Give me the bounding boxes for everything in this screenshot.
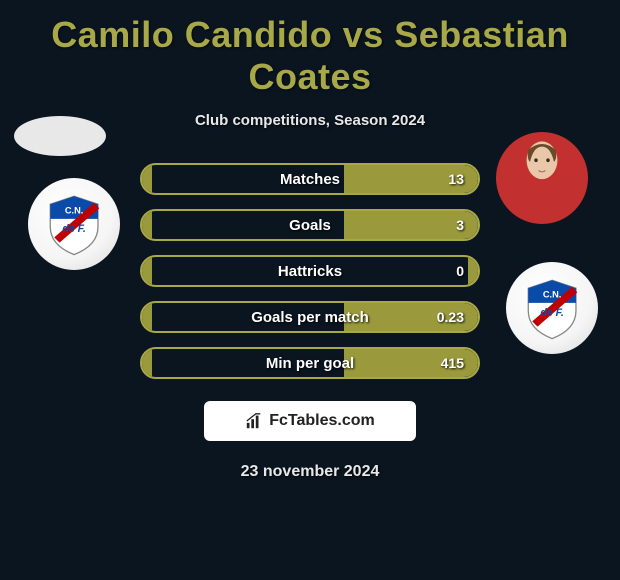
- stat-bar: Min per goal415: [140, 347, 480, 379]
- stat-label: Hattricks: [142, 263, 478, 280]
- club-right-badge: C.N. de F.: [506, 262, 598, 354]
- bars-icon: [245, 412, 263, 430]
- page-title: Camilo Candido vs Sebastian Coates: [0, 14, 620, 98]
- stat-value-right: 415: [441, 355, 464, 371]
- stat-label: Matches: [142, 171, 478, 188]
- stat-bar: Goals per match0.23: [140, 301, 480, 333]
- club-left-shield-icon: C.N. de F.: [41, 191, 107, 257]
- stat-label: Min per goal: [142, 355, 478, 372]
- date-text: 23 november 2024: [0, 463, 620, 481]
- player-left-avatar: [14, 116, 106, 156]
- stat-label: Goals per match: [142, 309, 478, 326]
- club-left-badge: C.N. de F.: [28, 178, 120, 270]
- svg-text:C.N.: C.N.: [65, 205, 84, 215]
- stat-value-right: 0.23: [437, 309, 464, 325]
- stat-bar: Hattricks0: [140, 255, 480, 287]
- club-right-shield-icon: C.N. de F.: [519, 275, 585, 341]
- svg-text:de F.: de F.: [540, 307, 564, 319]
- stat-label: Goals: [142, 217, 478, 234]
- brand-badge: FcTables.com: [204, 401, 416, 441]
- stat-value-right: 0: [456, 263, 464, 279]
- stat-value-right: 13: [448, 171, 464, 187]
- player-head-icon: [516, 138, 568, 198]
- stat-bar: Goals3: [140, 209, 480, 241]
- stat-value-right: 3: [456, 217, 464, 233]
- player-right-avatar: [496, 132, 588, 224]
- brand-text: FcTables.com: [269, 412, 375, 430]
- svg-text:de F.: de F.: [62, 223, 86, 235]
- stat-bar: Matches13: [140, 163, 480, 195]
- svg-text:C.N.: C.N.: [543, 289, 562, 299]
